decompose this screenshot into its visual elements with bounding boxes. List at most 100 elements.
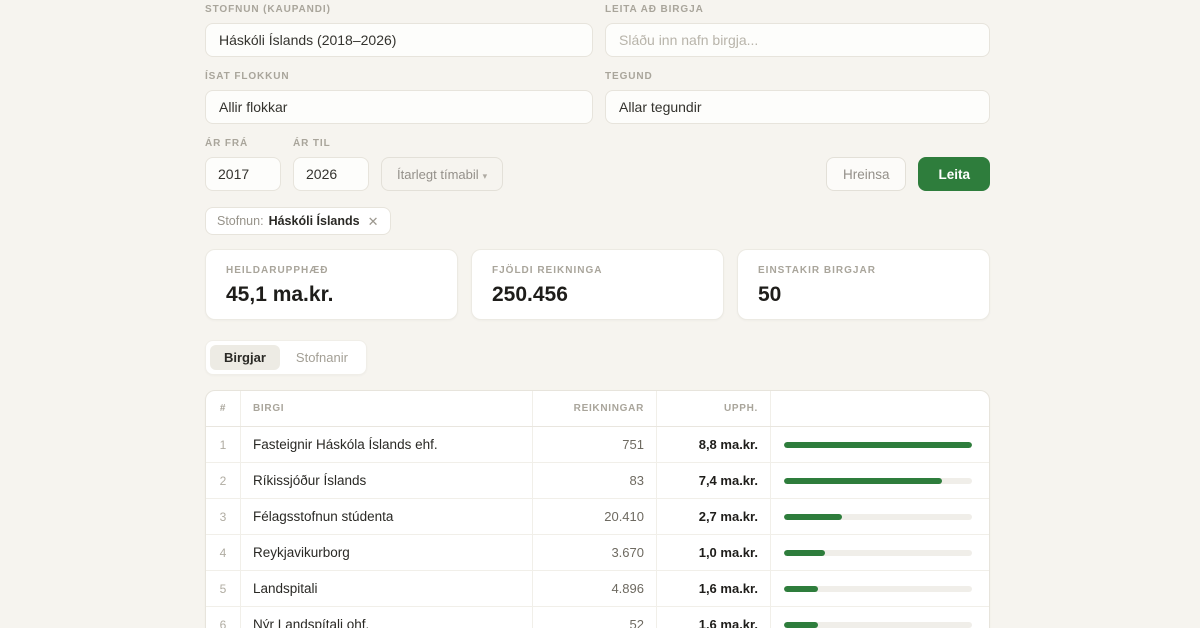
birgja-search-label: LEITA AÐ BIRGJA bbox=[605, 4, 704, 15]
row-rank: 1 bbox=[206, 427, 241, 462]
row-invoice-count: 83 bbox=[533, 463, 657, 498]
ar-til-label: ÁR TIL bbox=[293, 138, 331, 149]
row-bar-cell bbox=[771, 571, 989, 606]
amount-bar-track bbox=[784, 621, 972, 628]
col-header-birgi: BIRGI bbox=[241, 391, 533, 426]
stat-card-unique-suppliers: EINSTAKIR BIRGJAR 50 bbox=[737, 249, 990, 320]
row-supplier-name: Nýr Landspítali ohf. bbox=[241, 607, 533, 628]
stats-cards: HEILDARUPPHÆÐ 45,1 ma.kr. FJÖLDI REIKNIN… bbox=[205, 249, 990, 320]
row-amount: 1,6 ma.kr. bbox=[657, 571, 771, 606]
clear-button[interactable]: Hreinsa bbox=[825, 157, 907, 191]
row-bar-cell bbox=[771, 499, 989, 534]
active-filters: Stofnun: Háskóli Íslands ✕ bbox=[205, 207, 990, 235]
row-rank: 3 bbox=[206, 499, 241, 534]
stat-label: EINSTAKIR BIRGJAR bbox=[758, 265, 876, 276]
row-bar-cell bbox=[771, 535, 989, 570]
row-invoice-count: 751 bbox=[533, 427, 657, 462]
row-supplier-name: Reykjavikurborg bbox=[241, 535, 533, 570]
chip-prefix: Stofnun: bbox=[217, 214, 264, 228]
row-amount: 8,8 ma.kr. bbox=[657, 427, 771, 462]
year-row: ÁR FRÁ ÁR TIL Ítarlegt tímabil▾ Hreinsa … bbox=[205, 138, 990, 191]
stat-card-invoice-count: FJÖLDI REIKNINGA 250.456 bbox=[471, 249, 724, 320]
detailed-period-button[interactable]: Ítarlegt tímabil ▾ bbox=[381, 157, 504, 191]
row-rank: 5 bbox=[206, 571, 241, 606]
stofnun-label: STOFNUN (KAUPANDI) bbox=[205, 4, 331, 15]
result-tabs: Birgjar Stofnanir bbox=[205, 340, 367, 375]
stat-value: 50 bbox=[758, 283, 782, 306]
tab-birgjar[interactable]: Birgjar bbox=[210, 345, 280, 370]
amount-bar-track bbox=[784, 585, 972, 592]
row-supplier-name: Fasteignir Háskóla Íslands ehf. bbox=[241, 427, 533, 462]
table-row[interactable]: 1 Fasteignir Háskóla Íslands ehf. 751 8,… bbox=[206, 427, 989, 463]
row-rank: 4 bbox=[206, 535, 241, 570]
row-invoice-count: 4.896 bbox=[533, 571, 657, 606]
isat-label: ÍSAT FLOKKUN bbox=[205, 71, 290, 82]
stofnun-input[interactable]: Háskóli Íslands (2018–2026) bbox=[205, 23, 593, 57]
amount-bar-fill bbox=[784, 513, 843, 520]
row-rank: 6 bbox=[206, 607, 241, 628]
col-header-rank: # bbox=[206, 391, 241, 426]
table-body: 1 Fasteignir Háskóla Íslands ehf. 751 8,… bbox=[206, 427, 989, 628]
row-supplier-name: Landspitali bbox=[241, 571, 533, 606]
amount-bar-fill bbox=[784, 477, 942, 484]
row-amount: 7,4 ma.kr. bbox=[657, 463, 771, 498]
amount-bar-track bbox=[784, 513, 972, 520]
row-invoice-count: 3.670 bbox=[533, 535, 657, 570]
row-amount: 2,7 ma.kr. bbox=[657, 499, 771, 534]
row-amount: 1,6 ma.kr. bbox=[657, 607, 771, 628]
chevron-down-icon: ▾ bbox=[482, 170, 488, 181]
amount-bar-fill bbox=[784, 621, 818, 628]
row-invoice-count: 20.410 bbox=[533, 499, 657, 534]
tegund-select[interactable]: Allar tegundir bbox=[605, 90, 990, 124]
ar-til-input[interactable] bbox=[293, 157, 369, 191]
amount-bar-fill bbox=[784, 549, 826, 556]
col-header-reikningar: REIKNINGAR bbox=[533, 391, 657, 426]
field-ar-fra: ÁR FRÁ bbox=[205, 138, 281, 191]
table-row[interactable]: 3 Félagsstofnun stúdenta 20.410 2,7 ma.k… bbox=[206, 499, 989, 535]
row-invoice-count: 52 bbox=[533, 607, 657, 628]
field-isat: ÍSAT FLOKKUN Allir flokkar bbox=[205, 71, 593, 124]
row-supplier-name: Ríkissjóður Íslands bbox=[241, 463, 533, 498]
field-birgja-search: LEITA AÐ BIRGJA bbox=[605, 4, 990, 57]
row-rank: 2 bbox=[206, 463, 241, 498]
amount-bar-fill bbox=[784, 585, 818, 592]
col-header-upph: UPPH. bbox=[657, 391, 771, 426]
stat-value: 45,1 ma.kr. bbox=[226, 283, 334, 306]
row-supplier-name: Félagsstofnun stúdenta bbox=[241, 499, 533, 534]
stat-value: 250.456 bbox=[492, 283, 568, 306]
row-bar-cell bbox=[771, 463, 989, 498]
table-row[interactable]: 2 Ríkissjóður Íslands 83 7,4 ma.kr. bbox=[206, 463, 989, 499]
chip-value: Háskóli Íslands bbox=[268, 214, 360, 228]
row-bar-cell bbox=[771, 427, 989, 462]
stat-label: FJÖLDI REIKNINGA bbox=[492, 265, 603, 276]
detailed-period-label: Ítarlegt tímabil bbox=[397, 166, 479, 182]
ar-fra-input[interactable] bbox=[205, 157, 281, 191]
isat-select[interactable]: Allir flokkar bbox=[205, 90, 593, 124]
table-row[interactable]: 5 Landspitali 4.896 1,6 ma.kr. bbox=[206, 571, 989, 607]
tab-stofnanir[interactable]: Stofnanir bbox=[282, 345, 362, 370]
table-header-row: # BIRGI REIKNINGAR UPPH. bbox=[206, 391, 989, 427]
tegund-label: TEGUND bbox=[605, 71, 653, 82]
search-button[interactable]: Leita bbox=[918, 157, 990, 191]
main-content: STOFNUN (KAUPANDI) Háskóli Íslands (2018… bbox=[205, 0, 990, 628]
filter-form: STOFNUN (KAUPANDI) Háskóli Íslands (2018… bbox=[205, 4, 990, 138]
field-tegund: TEGUND Allar tegundir bbox=[605, 71, 990, 124]
ar-fra-label: ÁR FRÁ bbox=[205, 138, 249, 149]
table-row[interactable]: 6 Nýr Landspítali ohf. 52 1,6 ma.kr. bbox=[206, 607, 989, 628]
stat-card-total-amount: HEILDARUPPHÆÐ 45,1 ma.kr. bbox=[205, 249, 458, 320]
stat-label: HEILDARUPPHÆÐ bbox=[226, 265, 329, 276]
amount-bar-track bbox=[784, 477, 972, 484]
table-row[interactable]: 4 Reykjavikurborg 3.670 1,0 ma.kr. bbox=[206, 535, 989, 571]
field-stofnun: STOFNUN (KAUPANDI) Háskóli Íslands (2018… bbox=[205, 4, 593, 57]
close-icon[interactable]: ✕ bbox=[367, 213, 379, 229]
field-ar-til: ÁR TIL bbox=[293, 138, 369, 191]
amount-bar-track bbox=[784, 549, 972, 556]
suppliers-table: # BIRGI REIKNINGAR UPPH. 1 Fasteignir Há… bbox=[205, 390, 990, 628]
birgja-search-input[interactable] bbox=[605, 23, 990, 57]
row-bar-cell bbox=[771, 607, 989, 628]
filter-chip-stofnun[interactable]: Stofnun: Háskóli Íslands ✕ bbox=[205, 207, 391, 235]
col-header-bar bbox=[771, 391, 989, 426]
amount-bar-track bbox=[784, 441, 972, 448]
row-amount: 1,0 ma.kr. bbox=[657, 535, 771, 570]
amount-bar-fill bbox=[784, 441, 972, 448]
